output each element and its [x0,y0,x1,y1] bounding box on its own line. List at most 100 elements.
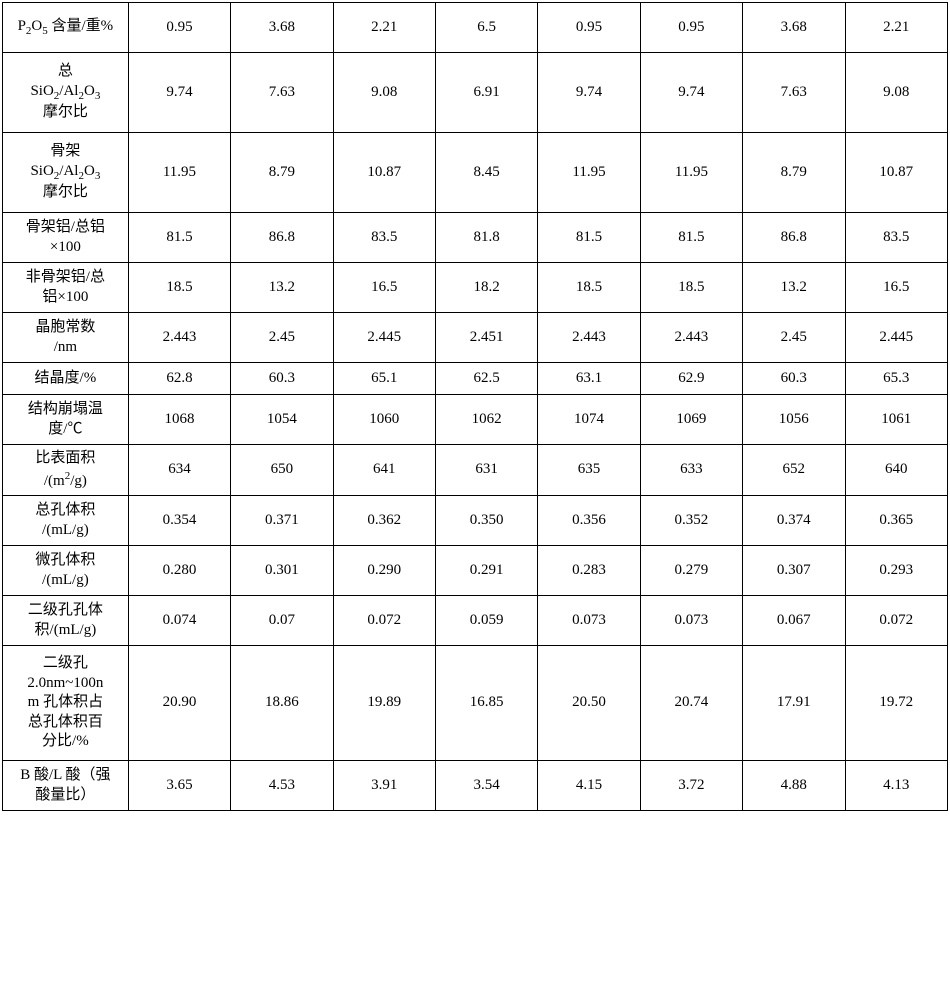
data-cell: 10.87 [845,133,948,213]
table-row: 总SiO2/Al2O3摩尔比9.747.639.086.919.749.747.… [3,53,948,133]
data-cell: 0.067 [743,596,845,646]
table-row: 总孔体积/(mL/g)0.3540.3710.3620.3500.3560.35… [3,496,948,546]
data-cell: 0.354 [128,496,230,546]
data-cell: 17.91 [743,646,845,761]
data-cell: 633 [640,445,742,496]
row-header: 结晶度/% [3,363,129,395]
row-header: 二级孔2.0nm~100nm 孔体积占总孔体积百分比/% [3,646,129,761]
data-cell: 13.2 [743,263,845,313]
row-header: 骨架SiO2/Al2O3摩尔比 [3,133,129,213]
data-cell: 19.72 [845,646,948,761]
row-header: B 酸/L 酸（强酸量比） [3,761,129,811]
data-cell: 6.5 [435,3,537,53]
data-cell: 2.443 [640,313,742,363]
data-cell: 0.073 [640,596,742,646]
row-header: 结构崩塌温度/℃ [3,395,129,445]
data-cell: 0.072 [845,596,948,646]
data-cell: 9.08 [333,53,435,133]
row-header: 总孔体积/(mL/g) [3,496,129,546]
data-cell: 0.074 [128,596,230,646]
data-cell: 2.443 [128,313,230,363]
data-cell: 0.291 [435,546,537,596]
data-cell: 0.307 [743,546,845,596]
data-cell: 86.8 [231,213,333,263]
row-header: 总SiO2/Al2O3摩尔比 [3,53,129,133]
row-header: 二级孔孔体积/(mL/g) [3,596,129,646]
table-row: 二级孔孔体积/(mL/g)0.0740.070.0720.0590.0730.0… [3,596,948,646]
table-row: B 酸/L 酸（强酸量比）3.654.533.913.544.153.724.8… [3,761,948,811]
data-cell: 62.5 [435,363,537,395]
data-cell: 18.2 [435,263,537,313]
data-cell: 1061 [845,395,948,445]
data-cell: 3.65 [128,761,230,811]
data-cell: 0.95 [538,3,640,53]
data-cell: 2.445 [845,313,948,363]
data-cell: 0.073 [538,596,640,646]
data-cell: 0.362 [333,496,435,546]
data-cell: 0.290 [333,546,435,596]
data-cell: 13.2 [231,263,333,313]
data-cell: 0.07 [231,596,333,646]
data-cell: 8.79 [743,133,845,213]
data-cell: 1068 [128,395,230,445]
data-cell: 8.79 [231,133,333,213]
data-cell: 0.352 [640,496,742,546]
data-cell: 81.5 [640,213,742,263]
data-cell: 60.3 [743,363,845,395]
data-cell: 18.5 [128,263,230,313]
data-cell: 3.91 [333,761,435,811]
table-row: 晶胞常数/nm2.4432.452.4452.4512.4432.4432.45… [3,313,948,363]
data-cell: 11.95 [538,133,640,213]
data-cell: 18.5 [640,263,742,313]
data-cell: 6.91 [435,53,537,133]
data-cell: 1060 [333,395,435,445]
data-cell: 62.8 [128,363,230,395]
data-cell: 4.15 [538,761,640,811]
data-cell: 3.54 [435,761,537,811]
data-cell: 3.68 [743,3,845,53]
row-header: P2O5 含量/重% [3,3,129,53]
data-cell: 20.50 [538,646,640,761]
table-row: 结晶度/%62.860.365.162.563.162.960.365.3 [3,363,948,395]
data-table: P2O5 含量/重%0.953.682.216.50.950.953.682.2… [2,2,948,811]
data-cell: 4.88 [743,761,845,811]
data-cell: 81.8 [435,213,537,263]
data-cell: 7.63 [231,53,333,133]
data-cell: 16.5 [845,263,948,313]
data-cell: 0.279 [640,546,742,596]
data-cell: 9.08 [845,53,948,133]
data-cell: 4.13 [845,761,948,811]
data-cell: 2.443 [538,313,640,363]
table-row: 比表面积/(m2/g)634650641631635633652640 [3,445,948,496]
data-cell: 2.45 [743,313,845,363]
data-cell: 1054 [231,395,333,445]
data-cell: 1074 [538,395,640,445]
table-row: P2O5 含量/重%0.953.682.216.50.950.953.682.2… [3,3,948,53]
row-header: 微孔体积/(mL/g) [3,546,129,596]
data-cell: 2.21 [845,3,948,53]
row-header: 骨架铝/总铝×100 [3,213,129,263]
data-cell: 650 [231,445,333,496]
data-cell: 18.5 [538,263,640,313]
data-cell: 4.53 [231,761,333,811]
data-cell: 0.365 [845,496,948,546]
data-cell: 0.301 [231,546,333,596]
data-cell: 0.059 [435,596,537,646]
data-cell: 63.1 [538,363,640,395]
data-cell: 0.283 [538,546,640,596]
data-cell: 86.8 [743,213,845,263]
data-cell: 2.451 [435,313,537,363]
data-cell: 1069 [640,395,742,445]
table-row: 结构崩塌温度/℃10681054106010621074106910561061 [3,395,948,445]
data-cell: 635 [538,445,640,496]
table-row: 二级孔2.0nm~100nm 孔体积占总孔体积百分比/%20.9018.8619… [3,646,948,761]
data-cell: 60.3 [231,363,333,395]
data-cell: 16.5 [333,263,435,313]
data-cell: 81.5 [538,213,640,263]
data-cell: 631 [435,445,537,496]
table-row: 非骨架铝/总铝×10018.513.216.518.218.518.513.21… [3,263,948,313]
table-row: 骨架铝/总铝×10081.586.883.581.881.581.586.883… [3,213,948,263]
data-cell: 81.5 [128,213,230,263]
data-cell: 1056 [743,395,845,445]
data-cell: 83.5 [845,213,948,263]
